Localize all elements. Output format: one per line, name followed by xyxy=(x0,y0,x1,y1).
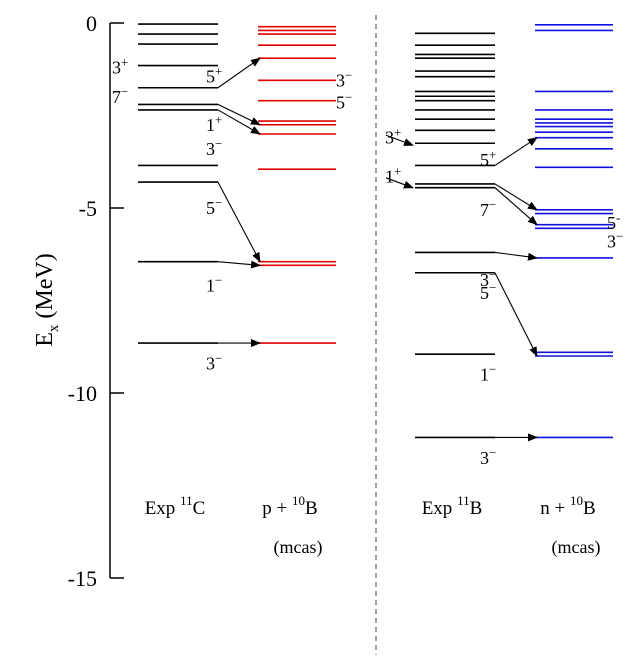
spin-label: 1− xyxy=(480,362,496,385)
spin-label: 3− xyxy=(607,228,623,251)
column-sublabel-p10b: (mcas) xyxy=(274,537,323,558)
column-label-exp11b: Exp 11B xyxy=(422,493,483,519)
arrow xyxy=(494,272,538,357)
y-tick-label: -10 xyxy=(68,381,97,406)
spin-label: 5− xyxy=(480,280,496,303)
column-label-exp11c: Exp 11C xyxy=(145,493,206,519)
arrow xyxy=(217,181,261,263)
column-sublabel-n10b: (mcas) xyxy=(552,537,601,558)
spin-label: 3− xyxy=(480,445,496,468)
incoming-arrow xyxy=(385,134,414,146)
arrow xyxy=(494,183,538,211)
arrow xyxy=(494,137,538,166)
spin-parity-labels: 3+7−5+1+3−5−1−3−3−5−3+1+5+7−3−5−1−3−5-3− xyxy=(112,54,623,467)
spin-label: 5− xyxy=(336,90,352,113)
arrow xyxy=(217,103,261,126)
spin-label: 7− xyxy=(480,197,496,220)
y-axis-title: Ex (MeV) xyxy=(32,253,62,346)
spin-label: 1+ xyxy=(206,112,222,135)
arrow xyxy=(494,187,538,226)
y-tick-label: -15 xyxy=(68,566,97,591)
column-labels: Exp 11C p + 10B (mcas) Exp 11B n + 10B (mcas) xyxy=(145,493,601,558)
arrow xyxy=(217,109,261,135)
y-axis: 0 -5 -10 -15 xyxy=(68,11,124,591)
correspondence-arrows xyxy=(217,57,538,442)
column-label-p10b: p + 10B xyxy=(262,493,317,519)
spin-label: 5− xyxy=(206,195,222,218)
spin-label: 5+ xyxy=(480,147,496,170)
spin-label: 3+ xyxy=(112,54,128,77)
spin-label: 5+ xyxy=(206,64,222,87)
column-label-n10b: n + 10B xyxy=(540,493,595,519)
spin-label: 3− xyxy=(336,67,352,90)
spin-label: 3− xyxy=(206,350,222,373)
arrow xyxy=(217,57,261,89)
spin-label: 7− xyxy=(112,84,128,107)
spin-label: 3+ xyxy=(385,125,401,148)
spin-label: 3− xyxy=(206,136,222,159)
spin-label: 3− xyxy=(480,267,496,290)
spin-label: 1− xyxy=(206,273,222,296)
energy-levels xyxy=(138,23,613,439)
arrow xyxy=(494,251,538,261)
incoming-arrow xyxy=(385,177,414,189)
y-tick-label: -5 xyxy=(79,196,97,221)
spin-label: 1+ xyxy=(385,164,401,187)
spin-label: 5- xyxy=(607,210,620,233)
y-tick-label: 0 xyxy=(86,11,97,36)
arrow xyxy=(217,260,261,269)
